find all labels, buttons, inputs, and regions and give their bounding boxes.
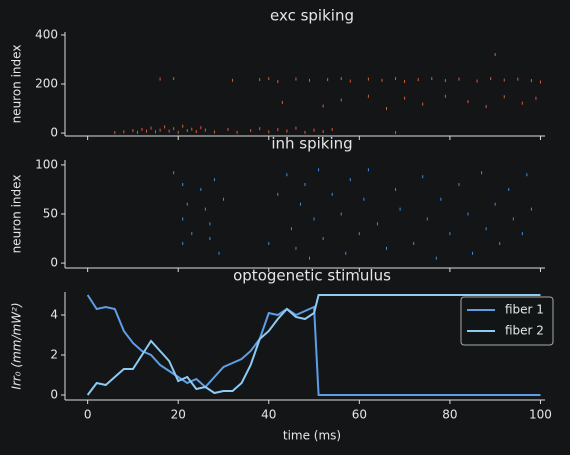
y-axis-label: neuron index xyxy=(10,175,24,254)
x-tick-label: 40 xyxy=(261,408,276,422)
series-line xyxy=(86,294,541,396)
y-tick-label: 100 xyxy=(35,157,58,171)
panel-title: optogenetic stimulus xyxy=(233,267,391,285)
legend-label: fiber 1 xyxy=(505,303,544,317)
x-axis-label: time (ms) xyxy=(283,429,341,443)
y-tick-label: 400 xyxy=(35,27,58,41)
y-axis-label: Irr₀ (mm/mW²) xyxy=(10,302,24,389)
y-tick-label: 0 xyxy=(50,388,58,402)
series-line xyxy=(86,294,541,396)
x-tick-label: 60 xyxy=(352,408,367,422)
y-tick-label: 200 xyxy=(35,77,58,91)
panel-title: exc spiking xyxy=(270,7,354,25)
y-tick-label: 50 xyxy=(43,207,58,221)
x-tick-label: 0 xyxy=(84,408,92,422)
x-tick-label: 100 xyxy=(529,408,552,422)
legend-label: fiber 2 xyxy=(505,324,544,338)
y-tick-label: 4 xyxy=(50,308,58,322)
legend: fiber 1 fiber 2 xyxy=(460,296,554,346)
y-tick-label: 0 xyxy=(50,256,58,270)
y-tick-label: 2 xyxy=(50,348,58,362)
x-tick-label: 20 xyxy=(171,408,186,422)
x-tick-label: 80 xyxy=(442,408,457,422)
panel-title: inh spiking xyxy=(271,135,352,153)
y-tick-label: 0 xyxy=(50,126,58,140)
y-axis-label: neuron index xyxy=(10,45,24,124)
